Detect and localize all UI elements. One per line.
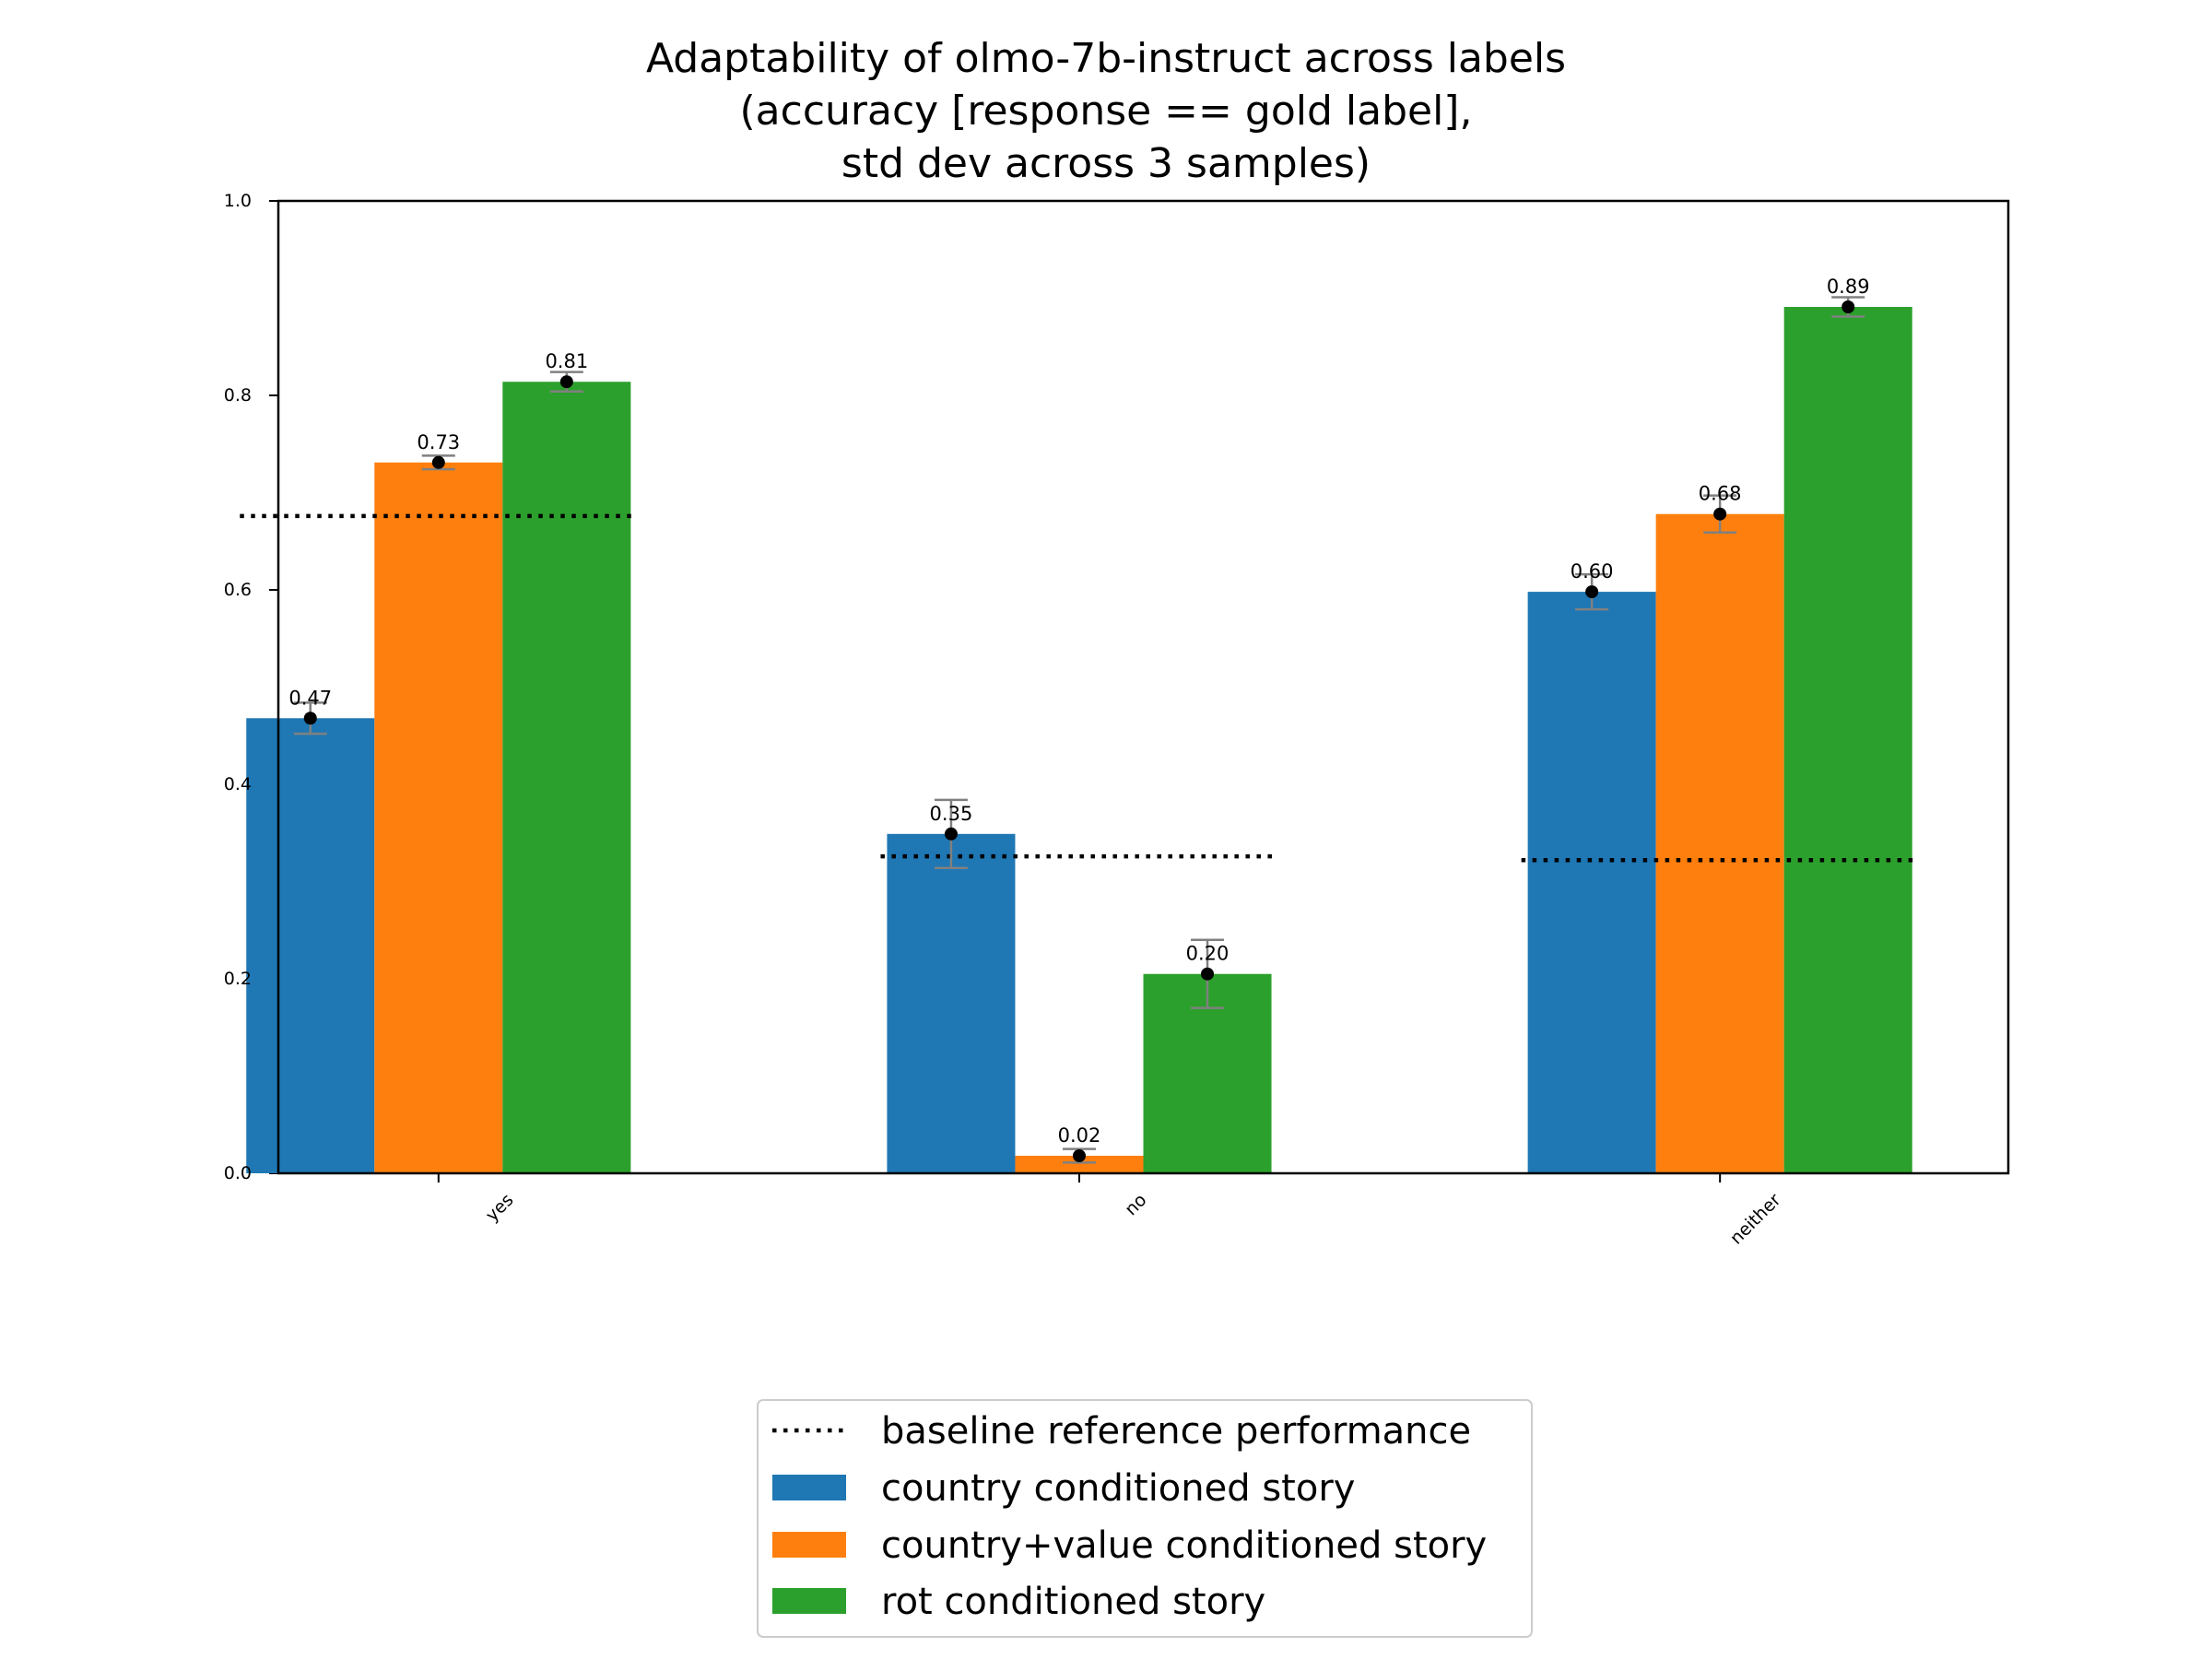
legend-frame (757, 1399, 1533, 1638)
y-tick-label: 0.4 (224, 774, 252, 794)
bar (1783, 306, 1912, 1173)
bar (1527, 592, 1656, 1173)
data-label: 0.20 (1186, 943, 1230, 965)
y-tick-label: 0.8 (224, 385, 252, 406)
data-point (1713, 507, 1727, 521)
y-tick-label: 1.0 (224, 191, 252, 211)
plot-frame (276, 199, 2010, 1175)
data-label: 0.47 (288, 687, 332, 709)
chart-title-line-2: (accuracy [response == gold label], (740, 88, 1473, 135)
y-axis: 0.0 0.2 0.4 0.6 0.8 1.0 (224, 191, 252, 1183)
y-tick-label: 0.2 (224, 969, 252, 989)
bar (374, 462, 503, 1173)
data-label: 0.02 (1058, 1124, 1101, 1147)
data-point (431, 455, 445, 469)
chart-title-line-1: Adaptability of olmo-7b-instruct across … (646, 35, 1566, 82)
bar (1015, 1156, 1144, 1173)
data-label: 0.81 (545, 350, 588, 372)
bar (1655, 513, 1784, 1173)
legend-swatch-series-3 (772, 1588, 846, 1614)
data-point (559, 375, 573, 389)
bar (887, 833, 1016, 1173)
data-label: 0.35 (930, 803, 973, 825)
chart-title: Adaptability of olmo-7b-instruct across … (646, 35, 1566, 187)
y-tick-label: 0.0 (224, 1163, 252, 1183)
data-point (303, 712, 317, 725)
data-point (1841, 300, 1855, 313)
data-point (944, 827, 958, 841)
chart-title-line-3: std dev across 3 samples) (841, 140, 1371, 187)
plot-area: 0.47 0.35 0.60 0.73 0.02 0.68 0.81 0.20 0.89 (240, 200, 1919, 1182)
legend-swatch-series-1 (772, 1475, 846, 1500)
data-label: 0.68 (1699, 483, 1742, 505)
legend-label-series-1: country conditioned story (881, 1467, 1355, 1510)
legend-label-series-2: country+value conditioned story (881, 1524, 1487, 1567)
data-point (1585, 585, 1599, 599)
data-point (1201, 967, 1215, 981)
data-label: 0.73 (417, 431, 460, 453)
data-label: 0.60 (1571, 560, 1614, 582)
legend: baseline reference performance country c… (757, 1399, 1533, 1638)
bar (502, 382, 631, 1174)
bar (246, 718, 375, 1173)
legend-swatch-series-2 (772, 1532, 846, 1558)
data-point (1072, 1149, 1086, 1163)
data-label: 0.89 (1827, 276, 1870, 298)
legend-label-baseline: baseline reference performance (881, 1410, 1471, 1453)
legend-label-series-3: rot conditioned story (881, 1581, 1265, 1623)
y-tick-label: 0.6 (224, 580, 252, 600)
